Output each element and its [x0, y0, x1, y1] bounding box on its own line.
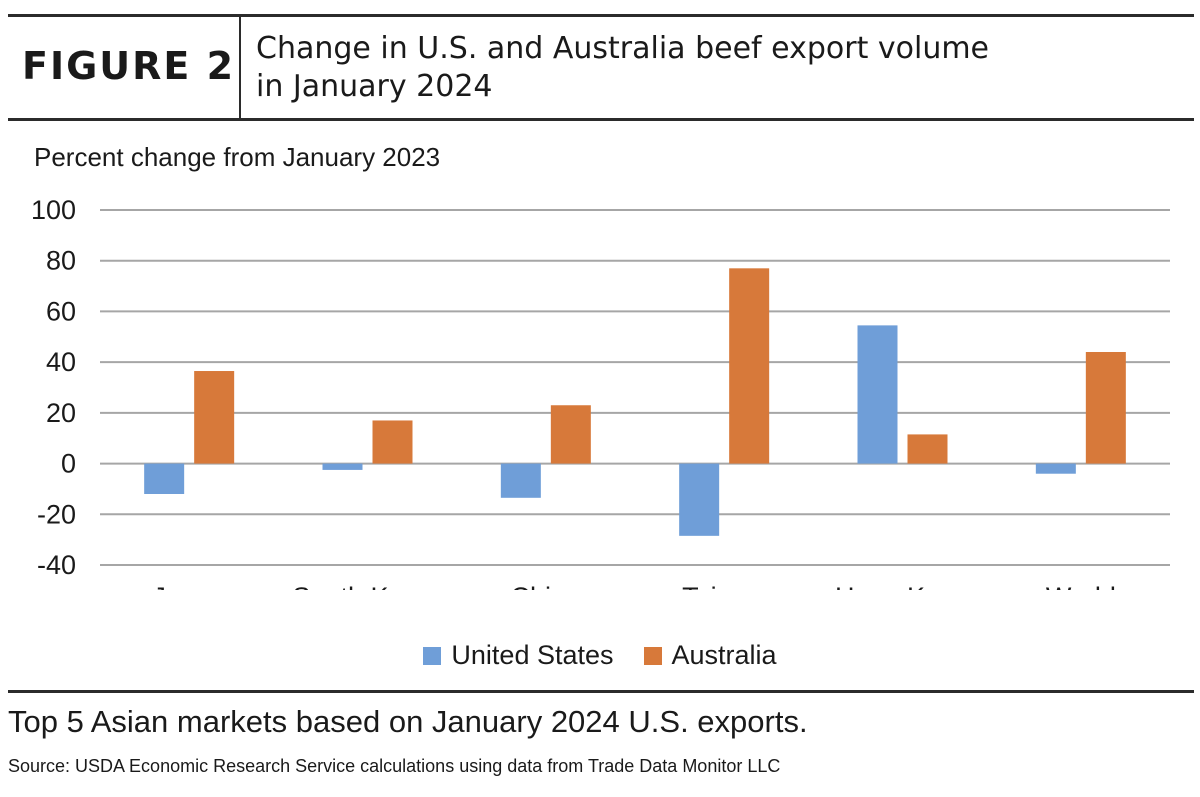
y-tick-label: 100 [31, 195, 76, 225]
figure-header: FIGURE 2 Change in U.S. and Australia be… [8, 16, 1194, 118]
header-divider [239, 16, 241, 118]
bar-australia [907, 434, 948, 464]
x-tick-label: Taiwan [682, 582, 766, 590]
legend-item-australia: Australia [643, 640, 777, 671]
x-tick-label: South Korea [292, 582, 443, 590]
figure-title: Change in U.S. and Australia beef export… [256, 30, 1176, 106]
header-bottom-rule [8, 118, 1194, 121]
legend-swatch-united-states [423, 646, 442, 665]
figure-title-line1: Change in U.S. and Australia beef export… [256, 31, 990, 66]
y-tick-label: -40 [37, 550, 76, 580]
footer-rule [8, 690, 1194, 693]
bar-australia [372, 420, 413, 464]
y-tick-label: 20 [46, 398, 76, 428]
legend-swatch-australia [643, 646, 662, 665]
y-tick-label: 80 [46, 246, 76, 276]
figure-caption: Top 5 Asian markets based on January 202… [8, 704, 808, 739]
y-tick-label: 40 [46, 347, 76, 377]
bar-united-states [857, 325, 898, 464]
x-tick-label: China [511, 582, 583, 590]
figure-label: FIGURE 2 [22, 44, 236, 88]
x-tick-label: World [1046, 582, 1116, 590]
bar-united-states [144, 463, 185, 494]
y-axis-label: Percent change from January 2023 [34, 142, 441, 172]
y-tick-label: 0 [61, 449, 76, 479]
top-rule [8, 14, 1194, 17]
bar-chart: 100 80 60 40 20 0 -20 -40 Japan South Korea China T… [31, 195, 1170, 590]
bar-australia [729, 268, 770, 464]
bar-united-states [322, 463, 363, 470]
bar-australia [194, 371, 235, 464]
bar-united-states [679, 463, 720, 536]
legend-label-united-states: United States [451, 640, 614, 670]
bar-australia [1085, 352, 1126, 464]
bar-united-states [500, 463, 541, 498]
chart-legend: United States Australia [0, 640, 1200, 671]
y-tick-label: -20 [37, 499, 76, 529]
source-note: Source: USDA Economic Research Service c… [8, 756, 781, 776]
figure-title-line2: in January 2024 [256, 69, 493, 104]
x-tick-label: Hong Kong [835, 582, 970, 590]
legend-label-australia: Australia [671, 640, 777, 670]
y-tick-label: 60 [46, 296, 76, 326]
x-tick-label: Japan [152, 582, 226, 590]
bar-united-states [1035, 463, 1076, 474]
bar-australia [550, 405, 591, 464]
legend-item-united-states: United States [423, 640, 614, 671]
